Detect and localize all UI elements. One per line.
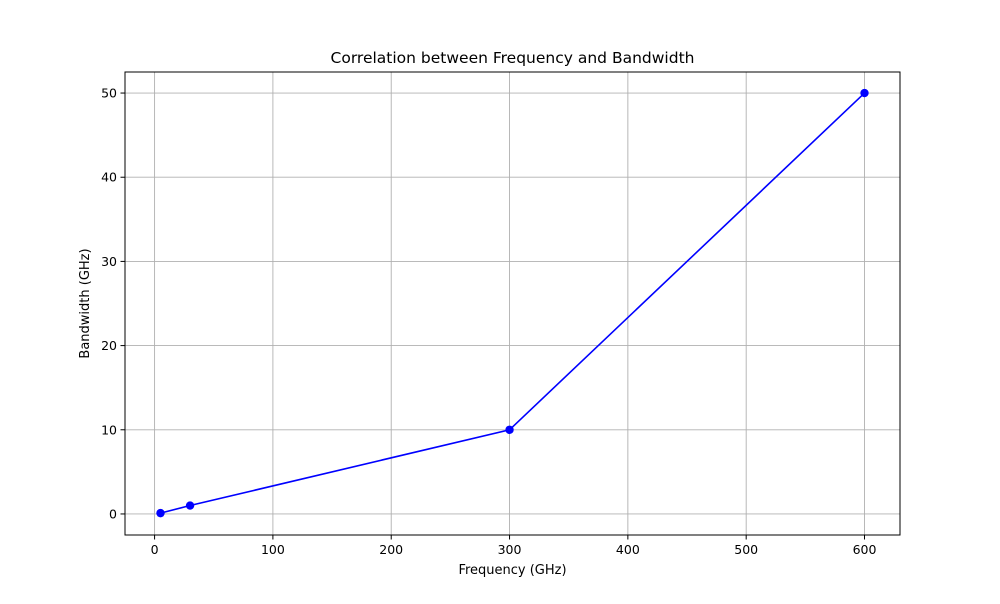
series-layer xyxy=(156,88,869,518)
chart-title: Correlation between Frequency and Bandwi… xyxy=(331,49,695,67)
x-tick-label: 100 xyxy=(261,542,285,557)
y-tick-label: 40 xyxy=(101,170,117,185)
y-tick-label: 20 xyxy=(101,338,117,353)
x-tick-label: 300 xyxy=(498,542,522,557)
grid xyxy=(125,72,900,535)
x-tick-label: 0 xyxy=(151,542,159,557)
data-point xyxy=(505,425,514,434)
x-tick-label: 400 xyxy=(616,542,640,557)
data-point xyxy=(860,88,869,98)
x-tick-label: 500 xyxy=(734,542,758,557)
data-point xyxy=(156,508,165,518)
x-tick-label: 600 xyxy=(853,542,877,557)
y-tick-label: 0 xyxy=(109,506,117,521)
x-axis-label: Frequency (GHz) xyxy=(458,563,566,578)
plot-frame xyxy=(124,71,901,536)
y-tick-label: 50 xyxy=(101,86,117,101)
y-tick-label: 10 xyxy=(101,422,117,437)
y-axis-label: Bandwidth (GHz) xyxy=(78,248,93,358)
data-point xyxy=(185,501,195,510)
ticks: 0 100 200 300 400 500 600 0 10 20 30 40 50 xyxy=(101,86,876,557)
y-tick-label: 30 xyxy=(101,254,117,269)
x-tick-label: 200 xyxy=(379,542,403,557)
series-line xyxy=(160,92,866,514)
